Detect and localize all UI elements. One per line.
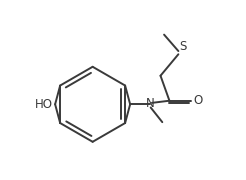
Text: N: N bbox=[145, 97, 154, 110]
Text: HO: HO bbox=[34, 98, 52, 111]
Text: S: S bbox=[179, 40, 187, 53]
Text: O: O bbox=[193, 94, 202, 107]
